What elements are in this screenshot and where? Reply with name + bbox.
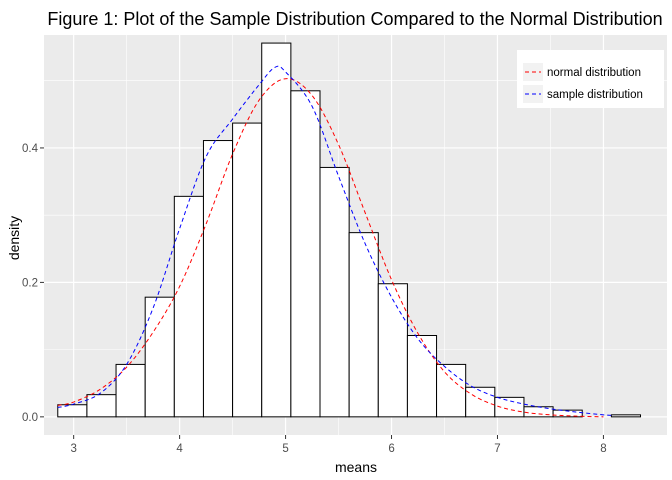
histogram-bar [348,232,379,418]
x-tick-label: 7 [494,443,500,455]
histogram-bar [523,406,554,418]
histogram-bar [144,296,175,418]
histogram-bar [202,140,234,418]
x-axis-title: means [335,459,377,475]
histogram-bar [319,166,350,418]
y-tick-label: 0.2 [22,277,38,289]
legend: normal distribution sample distribution [517,50,664,108]
histogram-bar [290,90,321,418]
y-tick-label: 0.4 [22,143,39,155]
legend-label: normal distribution [547,67,641,79]
histogram-bar [552,409,583,418]
histogram-bar [465,386,496,418]
x-tick-label: 6 [388,443,394,455]
histogram-bar [57,404,88,418]
histogram-bar [406,335,438,418]
histogram-bar [610,414,642,418]
histogram-bars [57,42,642,418]
histogram-bar [115,363,146,418]
histogram-bar [86,394,117,418]
x-tick-label: 5 [282,443,288,455]
histogram-bar [261,42,292,418]
histogram-bar [173,195,204,418]
x-tick-label: 3 [70,443,76,455]
x-tick-label: 8 [600,443,606,455]
histogram-bar [436,363,467,418]
histogram-bar [377,283,408,418]
chart-title: Figure 1: Plot of the Sample Distributio… [47,9,662,29]
y-tick-label: 0.0 [22,412,38,424]
density-line-normal-distribution [57,78,604,418]
legend-label: sample distribution [547,89,643,101]
axes: 3 4 5 6 7 8 0.0 0.2 0.4 [22,143,607,455]
y-axis-title: density [6,216,22,260]
density-line-sample-distribution [57,65,615,417]
histogram-bar [232,122,263,418]
density-lines [57,65,615,418]
x-tick-label: 4 [176,443,183,455]
